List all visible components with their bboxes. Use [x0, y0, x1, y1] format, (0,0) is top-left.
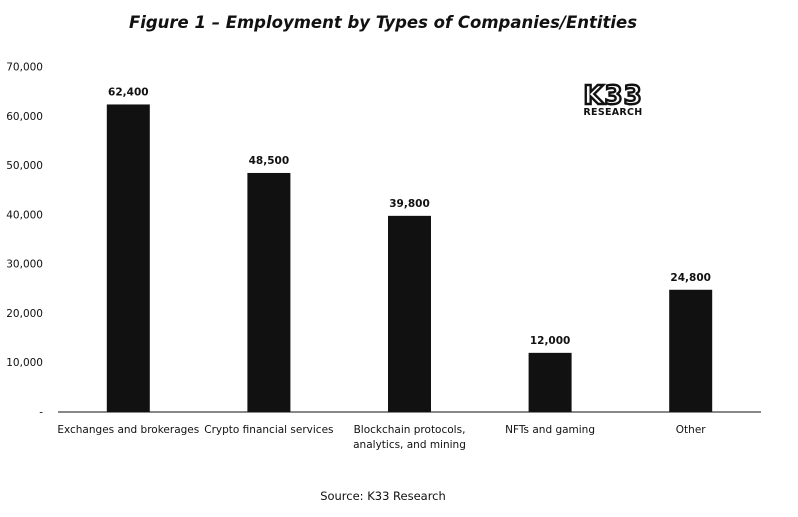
- data-label: 62,400: [108, 86, 149, 98]
- category-label-line: Blockchain protocols,: [354, 424, 466, 436]
- category-label-line: analytics, and mining: [353, 439, 466, 451]
- bar: [528, 352, 572, 412]
- bar: [388, 215, 431, 412]
- bar: [247, 172, 291, 412]
- category-label: Other: [676, 424, 706, 436]
- bar: [106, 104, 150, 412]
- category-label: Exchanges and brokerages: [57, 424, 199, 436]
- logo-sub-text: RESEARCH: [583, 107, 642, 118]
- y-tick-label: 70,000: [6, 62, 43, 74]
- category-label-line: Exchanges and brokerages: [57, 424, 199, 436]
- data-label: 39,800: [389, 198, 430, 210]
- category-label: Blockchain protocols, analytics, and mini…: [353, 424, 466, 451]
- y-tick-label: 50,000: [6, 160, 43, 172]
- category-labels-group: Exchanges and brokerages Crypto financial…: [57, 424, 706, 451]
- y-tick-label: 60,000: [6, 111, 43, 123]
- data-labels-group: 62,400 48,500 39,800 12,000 24,800: [108, 86, 711, 346]
- chart-title: Figure 1 – Employment by Types of Compan…: [129, 13, 637, 32]
- k33-research-logo: K33 RESEARCH: [582, 80, 643, 118]
- logo-main-text: K33: [583, 81, 642, 111]
- y-tick-label: 20,000: [6, 308, 43, 320]
- y-tick-label: -: [39, 407, 43, 419]
- bar: [669, 289, 713, 412]
- category-label: Crypto financial services: [204, 424, 333, 436]
- bars-group: [106, 104, 713, 412]
- y-tick-label: 10,000: [6, 357, 43, 369]
- category-label-line: Other: [676, 424, 706, 436]
- data-label: 24,800: [670, 272, 711, 284]
- category-label-line: Crypto financial services: [204, 424, 333, 436]
- y-tick-label: 30,000: [6, 259, 43, 271]
- data-label: 48,500: [249, 155, 290, 167]
- source-note: Source: K33 Research: [320, 489, 446, 503]
- y-tick-label: 40,000: [6, 209, 43, 221]
- data-label: 12,000: [530, 335, 571, 347]
- category-label-line: NFTs and gaming: [505, 424, 595, 436]
- category-label: NFTs and gaming: [505, 424, 595, 436]
- y-axis: - 10,000 20,000 30,000 40,000 50,000 60,000 70,…: [6, 62, 43, 419]
